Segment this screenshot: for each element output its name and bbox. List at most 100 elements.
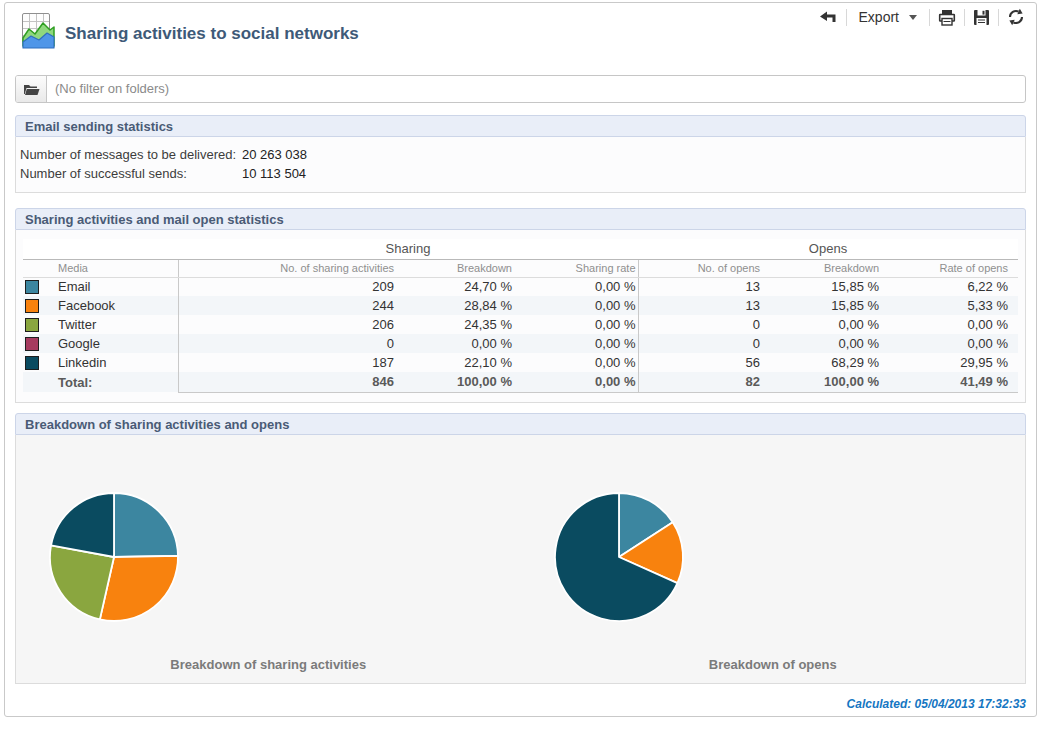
save-icon xyxy=(973,9,990,26)
column-header-opens-breakdown: Breakdown xyxy=(762,259,881,277)
save-button[interactable] xyxy=(969,9,994,26)
cell-rate_of_opens: 6,22 % xyxy=(881,277,1018,296)
total-sharing_rate: 0,00 % xyxy=(514,372,638,392)
cell-sharing: 187 xyxy=(178,353,396,372)
breakdown-charts-title: Breakdown of sharing activities and open… xyxy=(15,413,1026,435)
column-header-media: Media xyxy=(23,259,178,277)
cell-rate_of_opens: 29,95 % xyxy=(881,353,1018,372)
cell-opens_breakdown: 0,00 % xyxy=(762,334,881,353)
table-row: Google00,00 %0,00 %00,00 %0,00 % xyxy=(23,334,1018,353)
chart-report-icon xyxy=(19,12,59,52)
opens-pie-caption: Breakdown of opens xyxy=(521,657,1026,672)
opens-group-header: Opens xyxy=(638,239,1018,259)
folder-filter-value: (No filter on folders) xyxy=(47,76,169,102)
refresh-button[interactable] xyxy=(1003,8,1029,26)
cell-sharing_rate: 0,00 % xyxy=(514,315,638,334)
stat-value: 10 113 504 xyxy=(242,164,306,183)
table-row: Email20924,70 %0,00 %1315,85 %6,22 % xyxy=(23,277,1018,296)
cell-sharing_breakdown: 24,70 % xyxy=(396,277,514,296)
email-stats-body: Number of messages to be delivered:20 26… xyxy=(15,137,1026,193)
media-color-swatch xyxy=(25,299,39,313)
cell-opens: 13 xyxy=(638,277,762,296)
folder-filter-button[interactable] xyxy=(16,76,47,102)
table-total-row: Total:846100,00 %0,00 %82100,00 %41,49 % xyxy=(23,372,1018,392)
export-label: Export xyxy=(859,9,899,25)
cell-sharing_breakdown: 24,35 % xyxy=(396,315,514,334)
back-button[interactable] xyxy=(815,10,842,25)
cell-sharing_rate: 0,00 % xyxy=(514,353,638,372)
stat-label: Number of messages to be delivered: xyxy=(20,145,242,164)
media-color-swatch xyxy=(25,337,39,351)
cell-sharing: 244 xyxy=(178,296,396,315)
calculated-timestamp: Calculated: 05/04/2013 17:32:33 xyxy=(847,697,1026,711)
cell-opens_breakdown: 15,85 % xyxy=(762,277,881,296)
back-icon xyxy=(819,10,838,25)
stat-row: Number of successful sends:10 113 504 xyxy=(20,164,1015,183)
report-window: Sharing activities to social networks Ex… xyxy=(4,2,1037,717)
toolbar-separator xyxy=(846,9,847,26)
cell-sharing: 206 xyxy=(178,315,396,334)
toolbar-separator xyxy=(964,9,965,26)
sharing-pie-caption: Breakdown of sharing activities xyxy=(16,657,521,672)
cell-opens_breakdown: 0,00 % xyxy=(762,315,881,334)
stat-label: Number of successful sends: xyxy=(20,164,242,183)
toolbar: Export xyxy=(815,6,1029,28)
report-header: Sharing activities to social networks Ex… xyxy=(15,3,1026,75)
sharing-pie-chart xyxy=(44,487,184,627)
total-opens_breakdown: 100,00 % xyxy=(762,372,881,392)
media-color-swatch xyxy=(25,356,39,370)
total-sharing: 846 xyxy=(178,372,396,392)
pie-slice-email xyxy=(114,493,178,557)
print-button[interactable] xyxy=(934,9,960,26)
total-rate_of_opens: 41,49 % xyxy=(881,372,1018,392)
cell-rate_of_opens: 0,00 % xyxy=(881,334,1018,353)
sharing-stats-title: Sharing activities and mail open statist… xyxy=(15,208,1026,230)
column-header-opens: No. of opens xyxy=(638,259,762,277)
chevron-down-icon xyxy=(909,15,917,20)
cell-opens: 13 xyxy=(638,296,762,315)
media-name: Linkedin xyxy=(53,353,178,372)
pie-slice-linkedin xyxy=(51,493,114,557)
total-opens: 82 xyxy=(638,372,762,392)
breakdown-charts-section: Breakdown of sharing activities and open… xyxy=(15,413,1026,684)
cell-sharing: 0 xyxy=(178,334,396,353)
page-title: Sharing activities to social networks xyxy=(65,24,359,44)
sharing-group-header: Sharing xyxy=(178,239,638,259)
column-header-sharing-activities: No. of sharing activities xyxy=(178,259,396,277)
sharing-stats-section: Sharing activities and mail open statist… xyxy=(15,208,1026,403)
column-header-sharing-rate: Sharing rate xyxy=(514,259,638,277)
cell-sharing_breakdown: 0,00 % xyxy=(396,334,514,353)
cell-sharing_breakdown: 28,84 % xyxy=(396,296,514,315)
table-row: Linkedin18722,10 %0,00 %5668,29 %29,95 % xyxy=(23,353,1018,372)
column-header-rate-of-opens: Rate of opens xyxy=(881,259,1018,277)
table-row: Twitter20624,35 %0,00 %00,00 %0,00 % xyxy=(23,315,1018,334)
export-button[interactable]: Export xyxy=(851,9,925,25)
media-name: Facebook xyxy=(53,296,178,315)
cell-opens: 0 xyxy=(638,315,762,334)
print-icon xyxy=(938,9,956,26)
email-stats-section: Email sending statistics Number of messa… xyxy=(15,115,1026,193)
column-header-sharing-breakdown: Breakdown xyxy=(396,259,514,277)
total-sharing_breakdown: 100,00 % xyxy=(396,372,514,392)
cell-sharing_rate: 0,00 % xyxy=(514,277,638,296)
cell-opens_breakdown: 15,85 % xyxy=(762,296,881,315)
total-label: Total: xyxy=(53,372,178,392)
media-name: Twitter xyxy=(53,315,178,334)
cell-opens: 56 xyxy=(638,353,762,372)
sharing-stats-body: Sharing Opens Media No. of sharing activ… xyxy=(15,230,1026,403)
cell-opens: 0 xyxy=(638,334,762,353)
cell-sharing_breakdown: 22,10 % xyxy=(396,353,514,372)
cell-sharing_rate: 0,00 % xyxy=(514,334,638,353)
sharing-stats-table: Sharing Opens Media No. of sharing activ… xyxy=(23,239,1018,393)
cell-opens_breakdown: 68,29 % xyxy=(762,353,881,372)
refresh-icon xyxy=(1007,8,1025,26)
cell-sharing: 209 xyxy=(178,277,396,296)
media-name: Email xyxy=(53,277,178,296)
breakdown-charts-body: Breakdown of sharing activities Breakdow… xyxy=(15,435,1026,684)
media-name: Google xyxy=(53,334,178,353)
email-stats-title: Email sending statistics xyxy=(15,115,1026,137)
cell-rate_of_opens: 0,00 % xyxy=(881,315,1018,334)
stat-row: Number of messages to be delivered:20 26… xyxy=(20,145,1015,164)
folder-filter-bar: (No filter on folders) xyxy=(15,75,1026,103)
opens-pie-chart xyxy=(549,487,689,627)
